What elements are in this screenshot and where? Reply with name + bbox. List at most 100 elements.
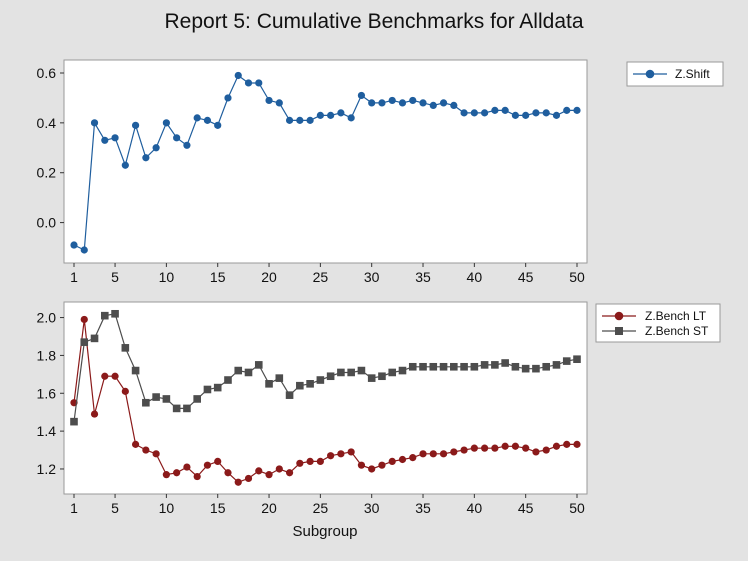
data-point-z-bench-lt [265,471,273,479]
zshift-x-tick-label: 1 [70,269,78,285]
data-point-z-shift [368,99,376,107]
data-point-z-bench-lt [234,478,242,486]
data-point-z-shift [552,111,561,119]
data-point-z-bench-st [193,395,201,403]
zbench-x-tick-label: 5 [111,500,119,516]
legend-zshift: Z.Shift [626,61,724,87]
data-point-z-bench-st [275,374,284,382]
data-point-z-shift [347,114,355,122]
data-point-z-shift [275,99,283,107]
data-point-z-shift [511,111,520,119]
data-point-z-shift [193,114,201,122]
zbench-y-tick-label: 1.8 [37,347,57,363]
data-point-z-shift [152,144,160,152]
zbench-y-tick-label: 1.4 [37,423,57,439]
plot-area-zbench [63,301,588,495]
data-point-z-shift [563,106,571,114]
legend-marker-zbench-st [615,327,623,335]
data-point-z-bench-st [429,362,438,371]
data-point-z-bench-st [398,366,407,375]
data-point-z-shift [285,116,294,124]
data-point-z-shift [419,99,427,107]
data-point-z-shift [409,96,417,105]
data-point-z-bench-st [111,309,119,318]
data-point-z-bench-st [511,362,520,371]
data-point-z-shift [306,116,314,124]
data-point-z-bench-lt [121,387,129,395]
data-point-z-bench-st [80,338,89,346]
data-point-z-bench-lt [101,372,109,380]
data-point-z-bench-lt [244,474,253,483]
data-point-z-bench-lt [398,455,407,464]
zbench-y-tick-label: 1.2 [37,461,57,477]
data-point-z-bench-st [367,374,376,382]
data-point-z-bench-lt [357,461,366,469]
data-point-z-shift [398,99,407,107]
data-point-z-bench-lt [296,459,304,467]
data-point-z-bench-st [316,376,325,384]
data-point-z-bench-st [460,362,468,371]
data-point-z-bench-lt [419,450,427,458]
data-point-z-shift [573,106,581,114]
data-point-z-bench-lt [378,461,386,469]
data-point-z-shift [173,134,181,142]
zshift-y-tick-label: 0.0 [37,215,57,231]
data-point-z-bench-st [347,368,355,377]
data-point-z-shift [90,119,99,127]
data-point-z-bench-lt [347,448,355,456]
data-point-z-bench-lt [183,463,191,471]
data-point-z-shift [388,96,396,105]
data-point-z-bench-lt [162,471,170,479]
legend-label-zshift: Z.Shift [675,67,710,81]
data-point-z-bench-st [131,366,140,375]
data-point-z-shift [439,99,448,107]
zbench-x-tick-label: 45 [518,500,534,516]
data-point-z-bench-st [234,366,243,375]
data-point-z-shift [142,154,150,162]
plot-zbench: 1 5 10 15 20 25 30 35 40 45 501.21.41.61.82.0 [37,310,585,516]
data-point-z-shift [481,109,489,117]
data-point-z-bench-st [439,362,448,371]
data-point-z-bench-st [285,391,294,399]
data-point-z-bench-lt [214,457,222,465]
data-point-z-bench-st [142,398,150,407]
data-point-z-bench-st [213,383,222,392]
data-point-z-bench-lt [337,450,345,458]
data-point-z-shift [327,111,335,119]
zshift-x-tick-label: 5 [111,269,119,285]
legend-label-zbench-st: Z.Bench ST [645,324,709,338]
data-point-z-bench-st [183,404,191,413]
zshift-y-tick-label: 0.2 [37,165,57,181]
data-point-z-bench-st [388,368,397,377]
data-point-z-shift [121,161,129,169]
data-point-z-shift [224,94,232,102]
zshift-y-tick-label: 0.6 [37,65,57,81]
data-point-z-bench-lt [142,446,150,454]
zbench-x-tick-label: 30 [364,500,380,516]
zshift-x-tick-label: 25 [313,269,329,285]
data-point-z-shift [255,79,263,87]
data-point-z-bench-st [337,368,345,377]
data-point-z-bench-lt [193,472,201,481]
data-point-z-shift [542,109,550,117]
data-point-z-bench-st [203,385,212,394]
data-point-z-shift [234,71,242,80]
data-point-z-bench-lt [522,444,530,452]
data-point-z-shift [183,141,191,149]
data-point-z-shift [460,109,468,117]
zbench-x-tick-label: 1 [70,500,78,516]
data-point-z-bench-lt [481,444,489,452]
data-point-z-bench-lt [173,469,181,477]
data-point-z-bench-lt [255,467,263,475]
data-point-z-shift [522,111,530,119]
data-point-z-bench-lt [491,444,499,452]
data-point-z-bench-st [419,362,427,371]
data-point-z-bench-lt [439,450,448,458]
data-point-z-bench-st [501,359,509,367]
zshift-x-tick-label: 45 [518,269,534,285]
data-point-z-bench-lt [368,465,376,473]
data-point-z-bench-st [244,368,253,377]
data-point-z-bench-lt [429,450,437,458]
zshift-x-tick-label: 40 [467,269,483,285]
data-point-z-shift [470,109,478,117]
